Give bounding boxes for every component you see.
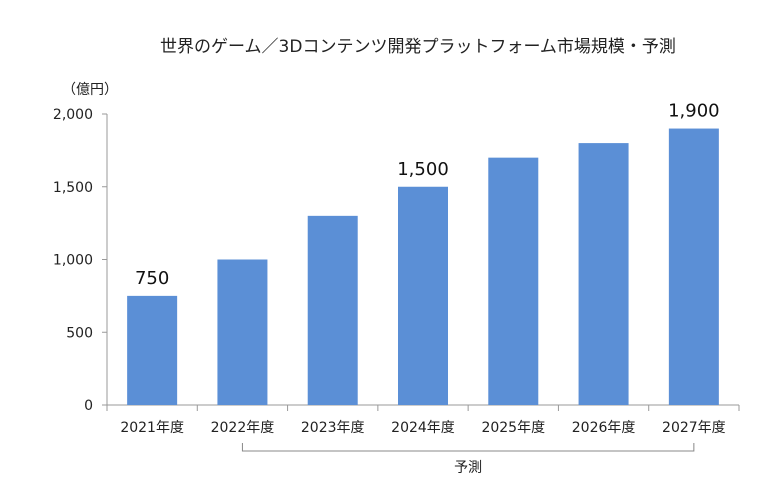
x-tick-label: 2025年度 (481, 420, 545, 436)
data-labels: 750 1,500 1,900 (135, 101, 720, 289)
x-tick-label: 2021年度 (120, 420, 184, 436)
x-axis: 2021年度 2022年度 2023年度 2024年度 2025年度 2026年度 2027… (106, 404, 740, 436)
data-label: 1,500 (397, 159, 449, 180)
x-tick-label: 2026年度 (572, 420, 636, 436)
bar (398, 186, 448, 405)
bar (578, 143, 629, 405)
chart-title: 世界のゲーム／3Dコンテンツ開発プラットフォーム市場規模・予測 (160, 37, 676, 57)
x-tick-label: 2024年度 (391, 420, 455, 436)
bar (217, 259, 268, 405)
x-tick-label: 2022年度 (211, 420, 275, 436)
y-tick-label: 0 (84, 398, 93, 414)
y-tick-label: 2,000 (53, 107, 93, 123)
bars (127, 128, 719, 406)
y-axis-unit-label: （億円） (62, 82, 118, 98)
bar (668, 128, 719, 406)
x-tick-label: 2023年度 (301, 420, 365, 436)
bar (127, 295, 178, 405)
forecast-bracket-line (241, 443, 695, 452)
forecast-bracket: 予測 (241, 443, 695, 476)
y-axis: 0 500 1,000 1,500 2,000 (53, 107, 108, 414)
bar (488, 157, 539, 405)
y-tick-label: 1,000 (53, 253, 93, 269)
data-label: 750 (135, 268, 169, 289)
x-tick-label: 2027年度 (662, 420, 726, 436)
y-tick-label: 1,500 (53, 180, 93, 196)
bar (307, 215, 358, 405)
forecast-label: 予測 (454, 460, 482, 476)
y-tick-label: 500 (66, 325, 93, 341)
data-label: 1,900 (668, 101, 720, 122)
